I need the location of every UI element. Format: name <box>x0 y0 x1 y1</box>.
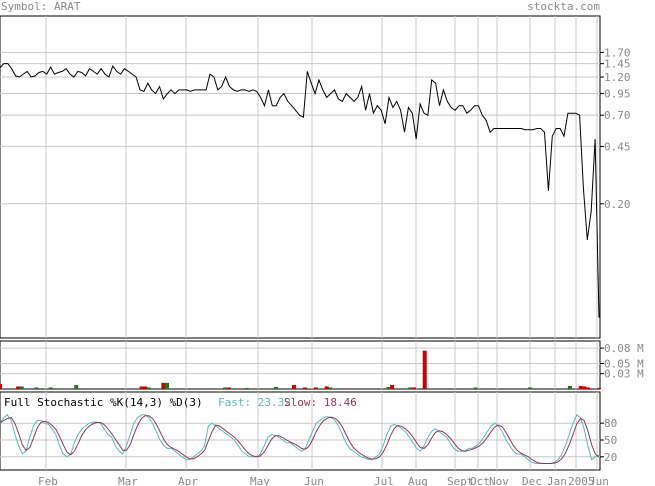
x-tick-label: Jun <box>304 475 324 486</box>
price-y-tick-label: 1.20 <box>604 71 631 84</box>
volume-bar <box>597 387 601 389</box>
price-y-tick-label: 0.95 <box>604 88 631 101</box>
stochastic-fast-line <box>0 414 600 464</box>
volume-y-tick-label: 0.05 M <box>604 357 644 370</box>
x-tick-label: Jul <box>374 475 394 486</box>
stochastic-slow-line <box>0 415 600 464</box>
volume-bar <box>146 387 151 389</box>
volume-bar <box>48 387 53 389</box>
stochastic-y-tick-label: 80 <box>604 417 617 430</box>
volume-bar <box>567 385 572 389</box>
price-y-tick-label: 1.70 <box>604 46 631 59</box>
volume-bar <box>422 350 427 389</box>
price-y-tick-label: 0.70 <box>604 109 631 122</box>
volume-bar <box>74 384 79 389</box>
volume-bar <box>19 386 24 389</box>
site-watermark: stockta.com <box>527 0 600 13</box>
volume-bar <box>582 386 587 389</box>
volume-y-tick-label: 0.03 M <box>604 368 644 381</box>
price-y-tick-label: 0.20 <box>604 198 631 211</box>
x-tick-label: Mar <box>118 475 138 486</box>
stochastic-fast-label: Fast: 23.32 <box>218 396 291 409</box>
volume-bar <box>0 383 2 389</box>
price-panel: 1.701.451.20 0.95 0.70 0.45 0.20 <box>0 15 631 339</box>
volume-bar <box>273 386 278 389</box>
x-tick-label: Sept <box>447 475 474 486</box>
volume-bar <box>390 384 395 389</box>
x-tick-label: Jan <box>547 475 567 486</box>
x-tick-label: Aug <box>408 475 428 486</box>
x-tick-label: May <box>250 475 270 486</box>
stochastic-slow-label: Slow: 18.46 <box>284 396 357 409</box>
volume-panel-frame <box>0 340 601 390</box>
volume-bar <box>386 386 391 389</box>
volume-bar <box>324 386 329 389</box>
volume-bar <box>528 387 533 389</box>
volume-bar <box>302 387 307 389</box>
volume-bar <box>16 386 21 389</box>
volume-bar <box>328 387 333 389</box>
volume-panel: 0.08 M 0.05 M0.03 M <box>0 340 644 390</box>
volume-bar <box>313 387 318 389</box>
stochastic-y-tick-label: 20 <box>604 451 617 464</box>
stochastic-panel: 80 50 20 Full Stochastic %K(14,3) %D(3) Fa… <box>0 391 617 471</box>
volume-bar <box>139 386 144 389</box>
volume-bar <box>292 384 297 389</box>
stochastic-title: Full Stochastic %K(14,3) %D(3) <box>4 396 203 409</box>
volume-bar <box>408 387 413 389</box>
price-y-tick-label: 1.45 <box>604 58 631 71</box>
volume-bar <box>161 382 166 389</box>
volume-bar <box>143 386 148 389</box>
stochastic-y-tick-label: 50 <box>604 434 617 447</box>
x-tick-label: Jun <box>589 475 609 486</box>
volume-y-tick-label: 0.08 M <box>604 342 644 355</box>
x-tick-label: Feb <box>38 475 58 486</box>
volume-bar <box>244 387 249 389</box>
volume-bar <box>164 382 169 389</box>
volume-bar <box>578 385 583 389</box>
volume-bar <box>226 387 231 389</box>
price-y-tick-label: 0.45 <box>604 140 631 153</box>
volume-bar <box>223 387 228 389</box>
x-tick-label: Oct <box>470 475 490 486</box>
x-tick-label: Nov <box>489 475 509 486</box>
price-panel-frame <box>0 15 601 339</box>
volume-bar <box>34 387 39 389</box>
x-tick-label: Dec <box>522 475 542 486</box>
volume-bar <box>411 387 416 389</box>
volume-bar <box>586 387 591 389</box>
price-line <box>0 63 600 318</box>
x-tick-label: 2005 <box>568 475 595 486</box>
volume-bar <box>473 387 478 389</box>
x-tick-label: Apr <box>178 475 198 486</box>
symbol-label: Symbol: ARAT <box>1 0 81 13</box>
